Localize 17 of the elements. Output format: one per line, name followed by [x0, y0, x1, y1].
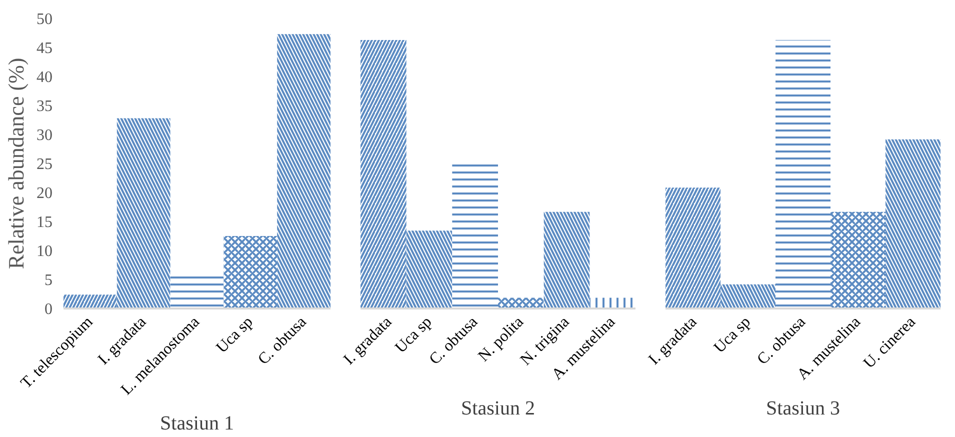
- x-tick-label: Uca sp: [710, 313, 754, 357]
- y-tick-label: 5: [44, 272, 52, 289]
- y-tick-label: 20: [36, 185, 52, 202]
- y-tick-label: 15: [36, 214, 52, 231]
- y-tick-label: 0: [44, 301, 52, 318]
- y-tick-label: 40: [36, 69, 52, 86]
- y-tick-label: 25: [36, 156, 52, 173]
- y-tick-label: 30: [36, 127, 52, 144]
- x-axis-title: Stasiun 2: [461, 397, 535, 420]
- y-tick-label: 50: [36, 11, 52, 28]
- y-tick-label: 45: [36, 40, 52, 57]
- x-tick-label: Uca sp: [213, 313, 256, 357]
- y-axis-title: Relative abundance (%): [4, 58, 28, 270]
- x-axis-title: Stasiun 1: [160, 412, 234, 434]
- y-tick-label: 10: [36, 243, 52, 260]
- y-tick-label: 35: [36, 98, 52, 115]
- x-axis-title: Stasiun 3: [766, 397, 840, 420]
